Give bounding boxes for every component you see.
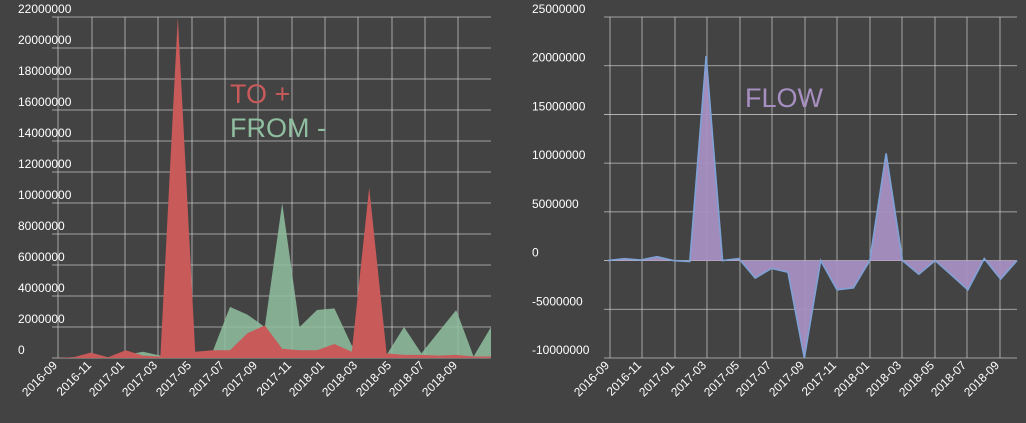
x-tick-label: 2018-09 (961, 358, 1002, 399)
x-tick-label: 2018-09 (419, 358, 460, 399)
y-tick-label: 0 (18, 343, 25, 357)
annotation-from: FROM - (230, 113, 326, 143)
annotation-to: TO + (230, 79, 290, 109)
x-tick-label: 2017-03 (668, 358, 709, 399)
x-tick-label: 2017-09 (219, 358, 260, 399)
y-tick-label: 10000000 (18, 188, 72, 202)
to-from-area-chart: 0 2000000 4000000 6000000 8000000 10000000 120… (18, 2, 491, 399)
series-flow-line (607, 55, 1018, 359)
y-tick-label: 4000000 (18, 281, 65, 295)
y-tick-label: 0 (532, 246, 539, 260)
x-tick-label: 2016-09 (19, 358, 60, 399)
x-tick-label: 2017-07 (186, 358, 227, 399)
x-tick-label: 2018-01 (286, 358, 327, 399)
annotation-flow: FLOW (745, 83, 824, 113)
x-tick-label: 2017-01 (86, 358, 127, 399)
y-tick-label: 25000000 (532, 2, 586, 16)
x-tick-label: 2017-07 (733, 358, 774, 399)
y-tick-label: 12000000 (18, 157, 72, 171)
y-tick-label: 14000000 (18, 126, 72, 140)
x-tick-label: 2017-03 (119, 358, 160, 399)
y-tick-label: 20000000 (532, 51, 586, 65)
x-tick-label: 2018-03 (319, 358, 360, 399)
y-tick-label: 6000000 (18, 250, 65, 264)
series-to-area (56, 17, 491, 358)
y-tick-label: 8000000 (18, 219, 65, 233)
x-tick-label: 2016-09 (571, 358, 612, 399)
x-tick-label: 2018-05 (353, 358, 394, 399)
series-flow-area (608, 55, 1017, 358)
y-tick-label: 15000000 (532, 99, 586, 113)
y-tick-label: -5000000 (532, 294, 583, 308)
y-tick-label: 18000000 (18, 64, 72, 78)
y-tick-label: -10000000 (532, 343, 590, 357)
x-tick-label: 2018-07 (386, 358, 427, 399)
y-tick-label: 2000000 (18, 312, 65, 326)
y-tick-label: 20000000 (18, 33, 72, 47)
x-tick-label: 2017-05 (153, 358, 194, 399)
x-tick-label: 2017-09 (766, 358, 807, 399)
flow-area-chart: -10000000 -5000000 0 5000000 10000000 1500000… (532, 2, 1018, 399)
x-tick-label: 2018-07 (928, 358, 969, 399)
x-tick-label: 2018-03 (863, 358, 904, 399)
y-tick-label: 16000000 (18, 95, 72, 109)
y-tick-label: 5000000 (532, 197, 579, 211)
y-tick-label: 22000000 (18, 2, 72, 16)
y-tick-label: 10000000 (532, 148, 586, 162)
series-from-area (56, 203, 491, 358)
